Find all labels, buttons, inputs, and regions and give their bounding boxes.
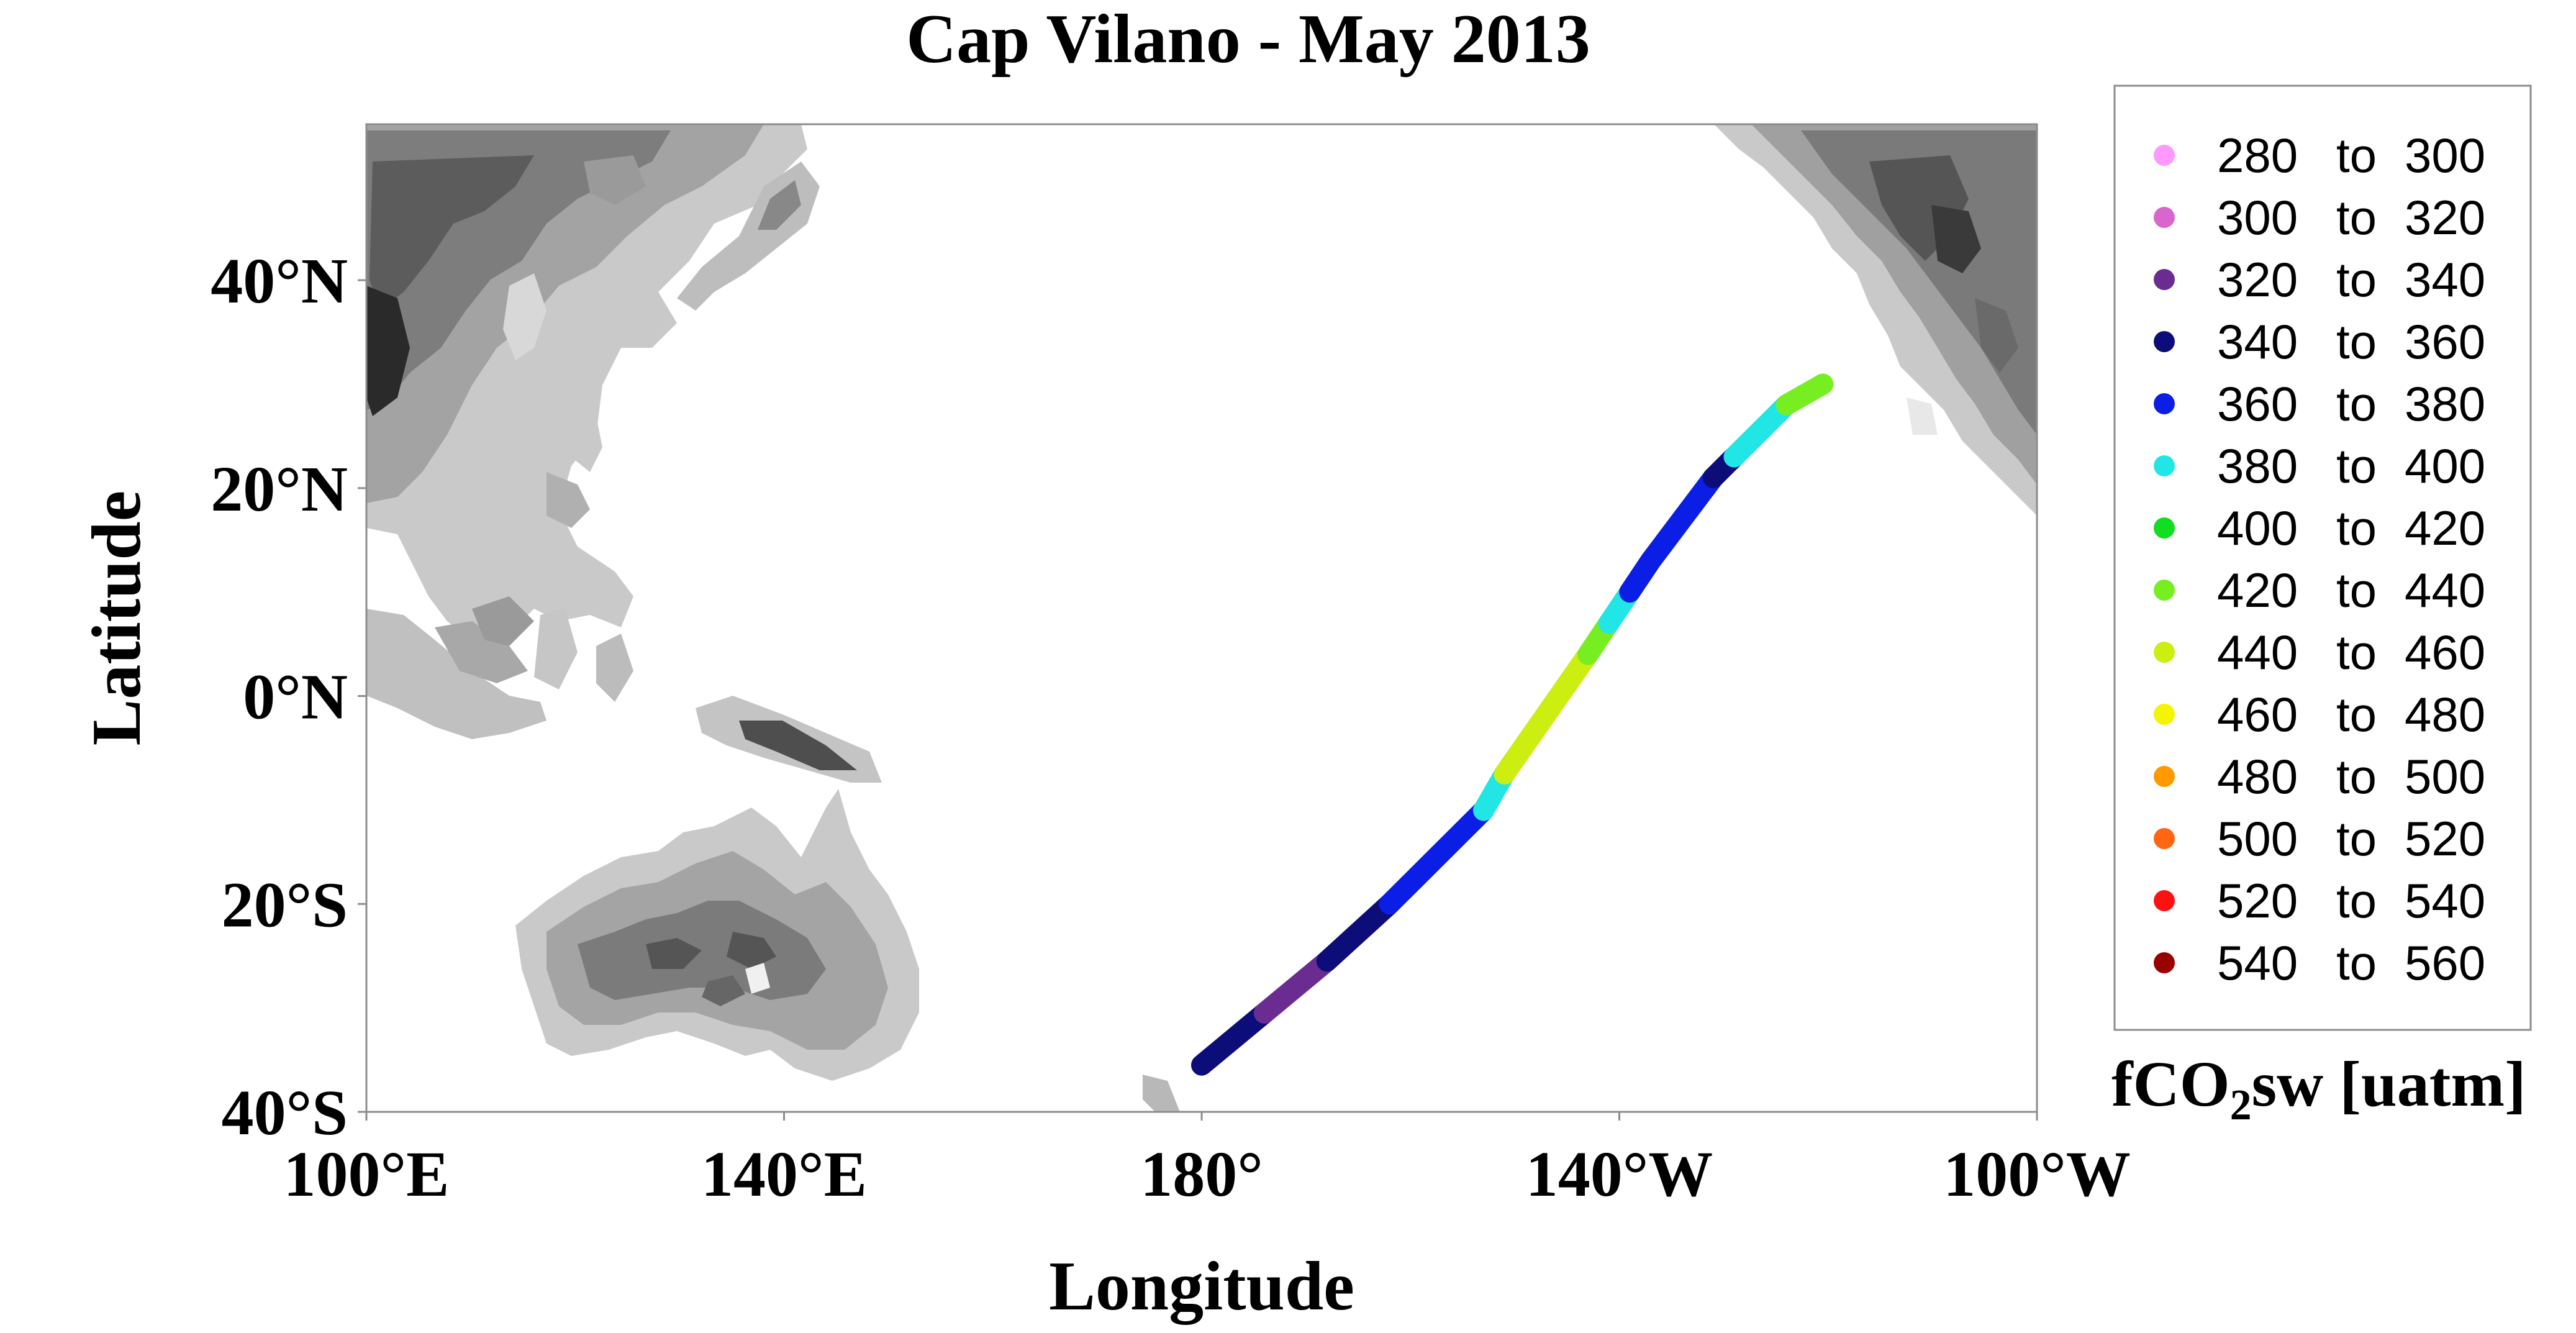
legend-box — [2113, 84, 2532, 1031]
legend-range-from: 480 — [2217, 749, 2298, 804]
legend-swatch — [2154, 269, 2175, 290]
track-segment — [1379, 799, 1494, 915]
legend-range-to: 400 — [2405, 439, 2485, 493]
legend-range-from: 460 — [2217, 687, 2298, 742]
y-axis-label: Latitude — [78, 491, 155, 746]
x-tick-label: 100°W — [1943, 1139, 2131, 1210]
x-tick-label: 140°W — [1526, 1139, 1713, 1210]
track-segment — [1253, 950, 1338, 1024]
x-tick-label: 140°E — [701, 1139, 867, 1210]
legend-swatch — [2154, 517, 2175, 539]
legend-range-to: 480 — [2405, 687, 2485, 742]
legend-entries: 280 to 300 300 to 320 320 to 340 340 to 360 360 to 380… — [2154, 128, 2485, 990]
track-segment — [1316, 893, 1400, 972]
land-masses — [366, 124, 2037, 1112]
x-tick-label: 100°E — [284, 1139, 450, 1210]
legend-title-rest: sw [uatm] — [2252, 1049, 2526, 1120]
legend-swatch — [2154, 642, 2175, 663]
x-tick-label: 180° — [1140, 1139, 1263, 1210]
legend-range-word: to — [2336, 563, 2377, 617]
legend-range-word: to — [2336, 935, 2377, 990]
legend-range-to: 460 — [2405, 625, 2485, 680]
legend-range-word: to — [2336, 625, 2377, 680]
legend-range-from: 540 — [2217, 935, 2298, 990]
legend-swatch — [2154, 207, 2175, 228]
legend-range-from: 500 — [2217, 811, 2298, 866]
track-segment — [1494, 644, 1599, 785]
legend-swatch — [2154, 580, 2175, 601]
legend-range-word: to — [2336, 811, 2377, 866]
legend-range-word: to — [2336, 252, 2377, 307]
legend-title: fCO2sw [uatm] — [2111, 1049, 2526, 1129]
legend-range-to: 300 — [2405, 128, 2485, 183]
legend-range-word: to — [2336, 376, 2377, 431]
legend-range-from: 360 — [2217, 376, 2298, 431]
y-tick-label: 40°S — [222, 1077, 348, 1149]
legend-range-to: 500 — [2405, 749, 2485, 804]
land-australia — [515, 789, 919, 1081]
y-tick-label: 20°S — [222, 869, 348, 940]
legend-swatch — [2154, 331, 2175, 352]
legend-swatch — [2154, 766, 2175, 787]
legend-swatch — [2154, 455, 2175, 476]
legend-range-word: to — [2336, 501, 2377, 555]
legend-range-to: 560 — [2405, 935, 2485, 990]
map-title: Cap Vilano - May 2013 — [906, 1, 1590, 78]
y-tick-label: 0°N — [243, 662, 348, 733]
legend-swatch — [2154, 704, 2175, 725]
y-tick-label: 40°N — [211, 245, 348, 317]
legend-range-word: to — [2336, 314, 2377, 369]
track-segment — [1191, 1003, 1275, 1076]
legend-range-to: 440 — [2405, 563, 2485, 617]
legend-swatch — [2154, 890, 2175, 911]
legend-range-from: 380 — [2217, 439, 2298, 493]
x-axis: 100°E 140°E 180° 140°W 100°W — [284, 1112, 2131, 1210]
legend-swatch — [2154, 828, 2175, 849]
legend-range-to: 320 — [2405, 190, 2485, 245]
land-asia — [366, 124, 820, 646]
legend-range-from: 340 — [2217, 314, 2298, 369]
legend-range-from: 400 — [2217, 501, 2298, 555]
legend-range-to: 540 — [2405, 873, 2485, 928]
legend-range-to: 520 — [2405, 811, 2485, 866]
legend-range-to: 360 — [2405, 314, 2485, 369]
cruise-track — [1191, 373, 1834, 1076]
legend-swatch — [2154, 393, 2175, 414]
legend-range-word: to — [2336, 190, 2377, 245]
y-axis: 40°N 20°N 0°N 20°S 40°S — [211, 245, 366, 1149]
track-segment — [1723, 394, 1797, 468]
legend-range-from: 280 — [2217, 128, 2298, 183]
legend-range-word: to — [2336, 873, 2377, 928]
legend-range-to: 380 — [2405, 376, 2485, 431]
map-plot-area — [365, 123, 2038, 1113]
x-axis-label: Longitude — [1049, 1248, 1354, 1325]
land-new-zealand — [1143, 1075, 1180, 1112]
legend-range-word: to — [2336, 749, 2377, 804]
legend: 280 to 300 300 to 320 320 to 340 340 to 360 360 to 380… — [2111, 84, 2532, 1129]
legend-range-word: to — [2336, 128, 2377, 183]
legend-range-from: 420 — [2217, 563, 2298, 617]
legend-range-from: 300 — [2217, 190, 2298, 245]
legend-swatch — [2154, 952, 2175, 973]
legend-range-word: to — [2336, 687, 2377, 742]
legend-title-main: fCO — [2111, 1049, 2230, 1120]
track-segment — [1776, 373, 1834, 416]
track-segment — [1639, 467, 1724, 571]
legend-range-to: 420 — [2405, 501, 2485, 555]
legend-range-to: 340 — [2405, 252, 2485, 307]
land-north-america — [1714, 124, 2037, 516]
legend-range-from: 320 — [2217, 252, 2298, 307]
y-tick-label: 20°N — [211, 453, 348, 525]
legend-range-from: 440 — [2217, 625, 2298, 680]
legend-swatch — [2154, 145, 2175, 166]
land-se-asia-islands — [366, 416, 882, 783]
legend-title-subscript: 2 — [2230, 1081, 2252, 1129]
legend-range-from: 520 — [2217, 873, 2298, 928]
legend-range-word: to — [2336, 439, 2377, 493]
